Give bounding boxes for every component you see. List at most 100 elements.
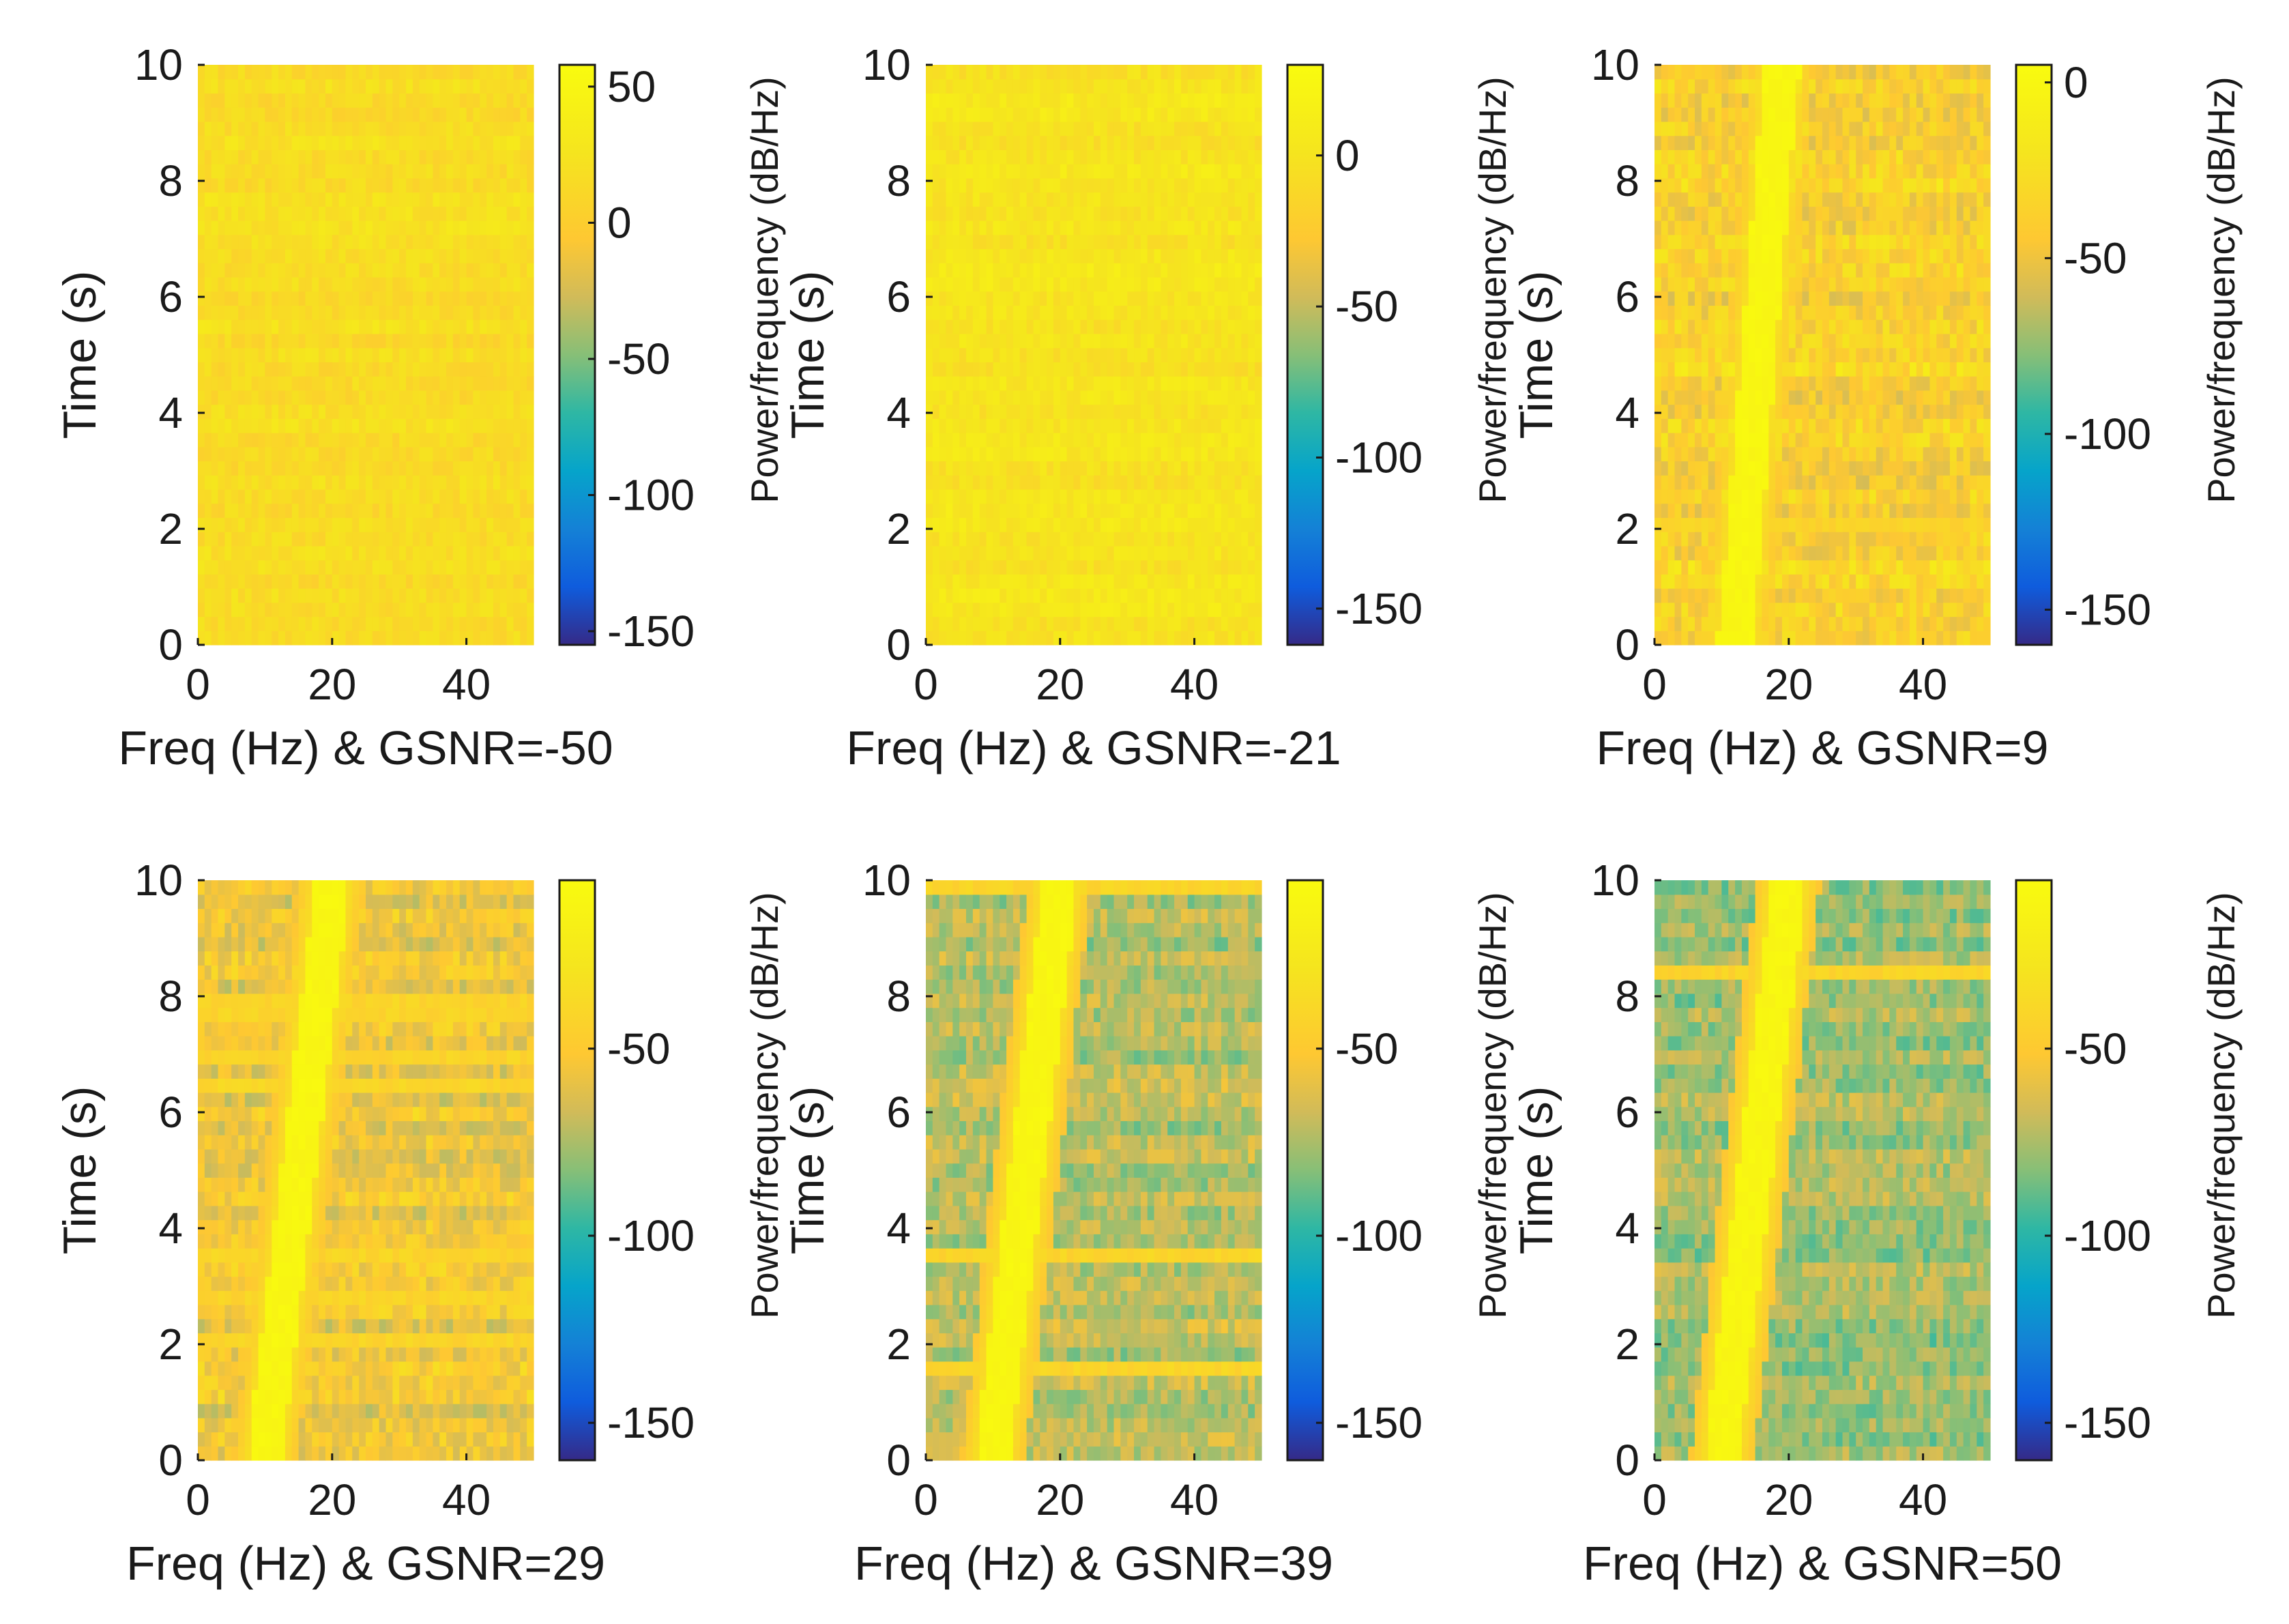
- heatmap-cell: [439, 107, 447, 122]
- heatmap-cell: [392, 461, 400, 476]
- heatmap-cell: [1180, 446, 1189, 462]
- heatmap-cell: [426, 347, 433, 362]
- heatmap-cell: [1755, 574, 1763, 589]
- heatmap-cell: [1963, 560, 1971, 575]
- heatmap-cell: [1094, 248, 1101, 263]
- heatmap-cell: [1208, 390, 1215, 405]
- heatmap-cell: [1000, 545, 1007, 561]
- heatmap-cell: [1255, 602, 1262, 618]
- y-tick-label: 2: [158, 504, 183, 553]
- heatmap-cell: [1012, 630, 1021, 646]
- heatmap-cell: [305, 616, 312, 631]
- heatmap-cell: [1788, 616, 1796, 631]
- heatmap-cell: [1147, 192, 1155, 207]
- heatmap-cell: [419, 616, 427, 631]
- heatmap-cell: [1234, 532, 1242, 547]
- heatmap-cell: [291, 248, 300, 263]
- heatmap-cell: [319, 475, 326, 490]
- heatmap-cell: [231, 630, 239, 646]
- heatmap-cell: [1127, 630, 1135, 646]
- heatmap-cell: [433, 446, 440, 462]
- heatmap-cell: [1161, 404, 1168, 419]
- heatmap-cell: [359, 404, 366, 419]
- heatmap-cell: [1147, 93, 1155, 108]
- heatmap-cell: [946, 630, 953, 646]
- heatmap-cell: [1140, 206, 1148, 221]
- heatmap-cell: [1100, 192, 1108, 207]
- heatmap-cell: [238, 164, 246, 179]
- heatmap-cell: [1896, 418, 1904, 433]
- heatmap-cell: [251, 602, 259, 618]
- heatmap-cell: [1066, 177, 1075, 193]
- heatmap-cell: [1194, 206, 1202, 221]
- heatmap-cell: [1012, 65, 1021, 80]
- heatmap-cell: [939, 135, 947, 150]
- heatmap-cell: [1227, 630, 1236, 646]
- heatmap-cell: [231, 602, 239, 618]
- heatmap-cell: [1154, 93, 1161, 108]
- heatmap-cell: [338, 164, 347, 179]
- heatmap-cell: [1248, 390, 1255, 405]
- heatmap-cell: [345, 475, 353, 490]
- heatmap-cell: [466, 475, 474, 490]
- heatmap-cell: [1214, 517, 1222, 532]
- heatmap-cell: [1842, 446, 1850, 462]
- heatmap-cell: [1735, 446, 1743, 462]
- heatmap-cell: [265, 517, 272, 532]
- heatmap-cell: [379, 503, 387, 519]
- heatmap-cell: [372, 220, 380, 235]
- heatmap-cell: [332, 630, 340, 646]
- heatmap-cell: [332, 517, 340, 532]
- heatmap-cell: [1201, 220, 1208, 235]
- heatmap-cell: [1936, 630, 1944, 646]
- heatmap-cell: [385, 532, 393, 547]
- heatmap-cell: [258, 107, 265, 122]
- heatmap-cell: [1100, 248, 1108, 263]
- heatmap-cell: [305, 305, 312, 320]
- heatmap-cell: [1060, 404, 1068, 419]
- heatmap-cell: [1180, 149, 1189, 164]
- heatmap-cell: [198, 263, 205, 278]
- heatmap-cell: [1248, 503, 1255, 519]
- heatmap-cell: [1916, 630, 1924, 646]
- heatmap-cell: [1227, 248, 1236, 263]
- heatmap-cell: [1006, 248, 1014, 263]
- heatmap-cell: [1882, 602, 1890, 618]
- heatmap-cell: [312, 78, 319, 94]
- heatmap-cell: [1033, 319, 1040, 334]
- heatmap-cell: [499, 263, 508, 278]
- heatmap-cell: [486, 164, 494, 179]
- heatmap-cell: [1187, 107, 1195, 122]
- heatmap-cell: [412, 121, 420, 136]
- heatmap-cell: [1802, 433, 1809, 448]
- heatmap-cell: [1876, 560, 1884, 575]
- heatmap-cell: [1227, 93, 1236, 108]
- heatmap-cell: [959, 192, 967, 207]
- heatmap-cell: [1221, 276, 1229, 292]
- heatmap-cell: [1012, 93, 1021, 108]
- heatmap-cell: [959, 630, 967, 646]
- heatmap-cell: [211, 333, 219, 349]
- heatmap-cell: [1741, 404, 1749, 419]
- heatmap-cell: [1167, 616, 1175, 631]
- heatmap-cell: [1241, 517, 1249, 532]
- heatmap-cell: [1012, 164, 1021, 179]
- heatmap-cell: [473, 263, 480, 278]
- heatmap-cell: [932, 291, 940, 306]
- heatmap-cell: [1248, 517, 1255, 532]
- heatmap-cell: [946, 93, 953, 108]
- heatmap-cell: [433, 616, 440, 631]
- heatmap-cell: [520, 616, 527, 631]
- heatmap-cell: [244, 192, 252, 207]
- heatmap-cell: [513, 433, 521, 448]
- heatmap-cell: [305, 390, 312, 405]
- heatmap-cell: [1047, 588, 1054, 603]
- heatmap-cell: [272, 319, 279, 334]
- heatmap-cell: [1053, 588, 1061, 603]
- heatmap-cell: [412, 305, 420, 320]
- heatmap-cell: [1956, 503, 1964, 519]
- heatmap-cell: [499, 135, 508, 150]
- heatmap-cell: [1194, 234, 1202, 250]
- heatmap-cell: [520, 545, 527, 561]
- heatmap-cell: [1047, 545, 1054, 561]
